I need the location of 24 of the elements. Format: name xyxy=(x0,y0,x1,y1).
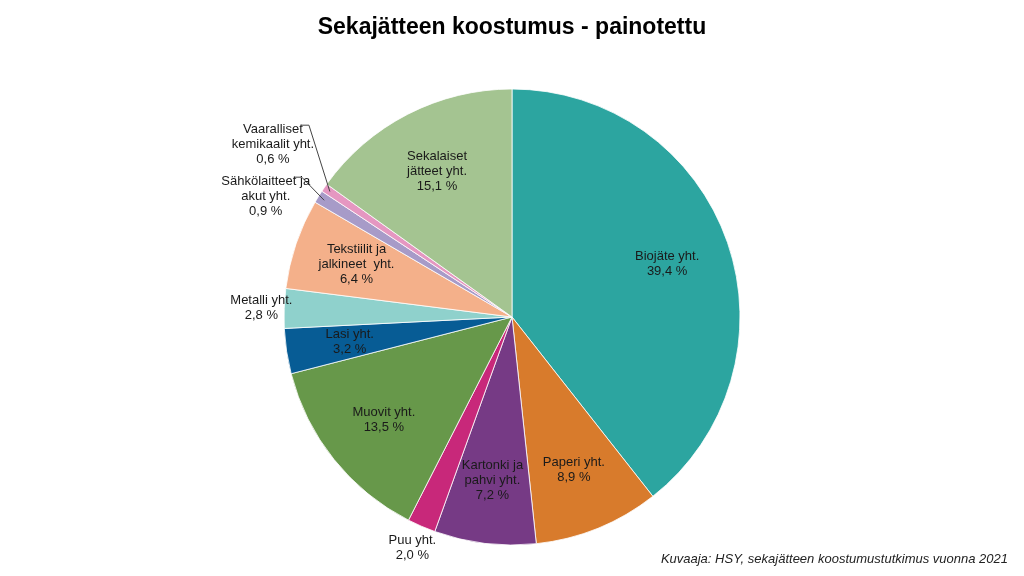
slice-label: Vaaralliset kemikaalit yht. xyxy=(231,121,315,152)
data-label: 2,8 % xyxy=(244,307,279,323)
slice-label: Muovit yht. xyxy=(352,404,416,420)
slice-label: Kartonki ja pahvi yht. xyxy=(461,456,524,487)
slice-label: Tekstiilit ja jalkineet yht. xyxy=(317,241,395,272)
slice-label: Sekalaiset jätteet yht. xyxy=(406,147,468,178)
data-label: 0,6 % xyxy=(256,151,290,167)
data-label: 3,2 % xyxy=(333,341,367,357)
chart-title: Sekajätteen koostumus - painotettu xyxy=(317,13,707,39)
data-label: 8,9 % xyxy=(557,468,591,484)
slice-label: Paperi yht. xyxy=(542,453,605,469)
data-label: 15,1 % xyxy=(416,177,458,193)
slice-label: Puu yht. xyxy=(388,531,437,547)
slice-label: Lasi yht. xyxy=(325,326,374,342)
slice-label: Metalli yht. xyxy=(230,292,293,308)
data-label: 2,0 % xyxy=(395,546,430,562)
data-label: 7,2 % xyxy=(475,486,510,502)
data-label: 13,5 % xyxy=(363,419,405,435)
slice-label: Biojäte yht. xyxy=(634,247,700,263)
data-label: 39,4 % xyxy=(646,262,688,278)
text: Kuvaaja: HSY, sekajätteen koostumustutkimus vuonna 2021 xyxy=(660,551,1008,566)
data-label: 6,4 % xyxy=(339,271,374,287)
data-label: 0,9 % xyxy=(249,203,283,219)
slice-label: Sähkölaitteet ja akut yht. xyxy=(221,173,311,204)
